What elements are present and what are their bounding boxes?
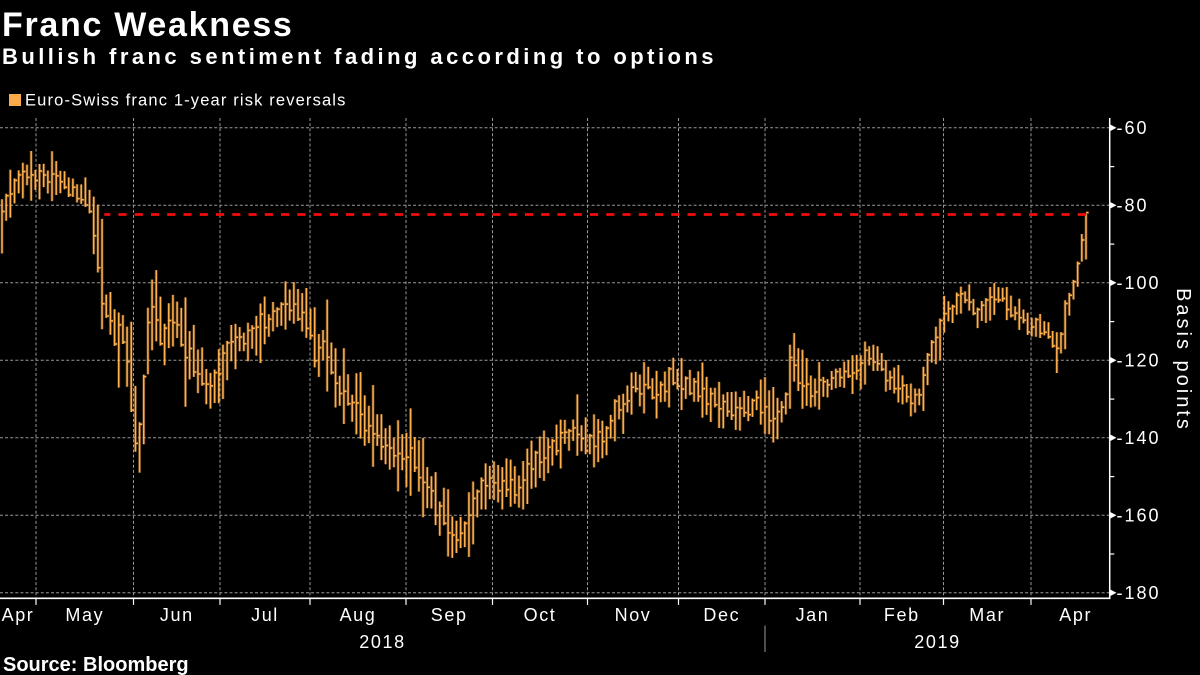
svg-text:Apr: Apr xyxy=(1059,605,1092,625)
svg-text:Jul: Jul xyxy=(251,605,279,625)
svg-text:-180: -180 xyxy=(1117,583,1161,603)
svg-text:Franc Weakness: Franc Weakness xyxy=(2,6,294,44)
svg-text:Jun: Jun xyxy=(160,605,194,625)
svg-text:-80: -80 xyxy=(1117,195,1149,215)
svg-text:Aug: Aug xyxy=(340,605,377,625)
svg-text:-160: -160 xyxy=(1117,505,1161,525)
svg-text:Dec: Dec xyxy=(703,605,740,625)
svg-text:-120: -120 xyxy=(1117,350,1161,370)
svg-text:Sep: Sep xyxy=(431,605,468,625)
svg-text:Nov: Nov xyxy=(615,605,652,625)
svg-text:-140: -140 xyxy=(1117,428,1161,448)
svg-text:2018: 2018 xyxy=(359,632,405,652)
svg-text:Mar: Mar xyxy=(969,605,1005,625)
svg-text:Basis points: Basis points xyxy=(1172,288,1194,432)
svg-text:Oct: Oct xyxy=(524,605,557,625)
svg-text:Bullish franc sentiment fading: Bullish franc sentiment fading according… xyxy=(2,44,717,69)
svg-text:Source: Bloomberg: Source: Bloomberg xyxy=(3,654,189,675)
svg-text:Apr: Apr xyxy=(2,605,35,625)
svg-text:-60: -60 xyxy=(1117,118,1149,138)
svg-text:-100: -100 xyxy=(1117,273,1161,293)
svg-text:Euro-Swiss franc 1-year risk r: Euro-Swiss franc 1-year risk reversals xyxy=(25,92,347,110)
svg-text:2019: 2019 xyxy=(914,632,960,652)
svg-text:Feb: Feb xyxy=(884,605,920,625)
svg-text:Jan: Jan xyxy=(796,605,830,625)
svg-text:May: May xyxy=(65,605,104,625)
